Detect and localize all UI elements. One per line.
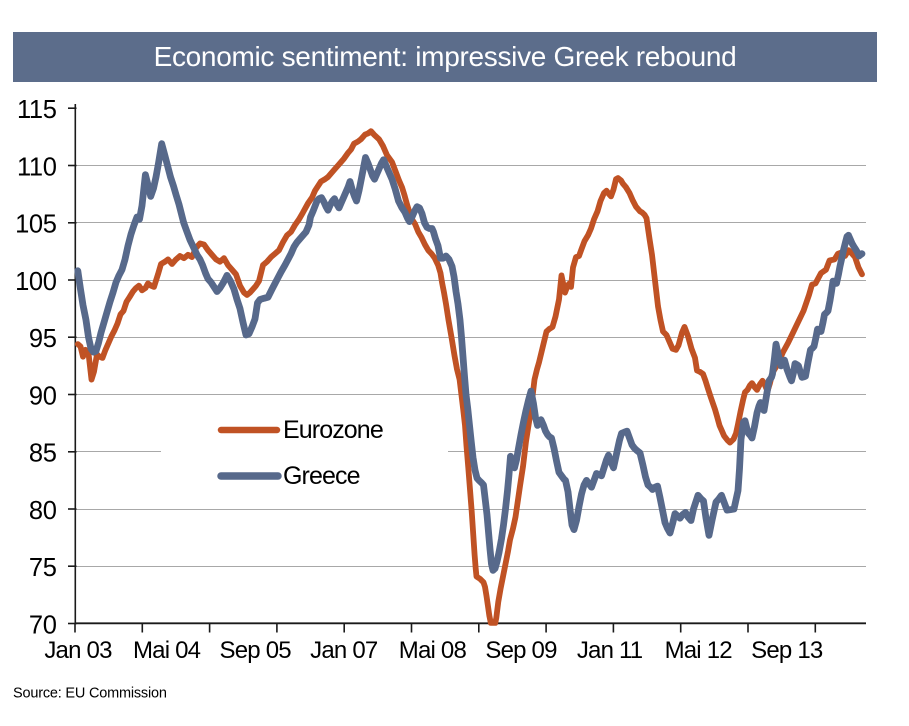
svg-text:Mai 04: Mai 04 <box>133 637 201 664</box>
svg-text:Jan 03: Jan 03 <box>44 637 112 664</box>
svg-text:Economic sentiment: impressive: Economic sentiment: impressive Greek reb… <box>154 41 737 72</box>
svg-text:75: 75 <box>29 554 57 582</box>
svg-text:Mai 08: Mai 08 <box>399 637 467 664</box>
svg-text:105: 105 <box>15 211 57 239</box>
svg-text:Sep 09: Sep 09 <box>485 637 557 664</box>
svg-text:Eurozone: Eurozone <box>283 416 383 444</box>
svg-text:Jan 11: Jan 11 <box>577 637 643 664</box>
svg-text:115: 115 <box>17 96 57 124</box>
svg-text:80: 80 <box>29 497 57 525</box>
svg-text:70: 70 <box>29 611 57 639</box>
svg-text:Jan 07: Jan 07 <box>310 637 378 664</box>
svg-text:Sep 13: Sep 13 <box>751 637 823 664</box>
svg-text:Sep 05: Sep 05 <box>220 637 292 664</box>
svg-text:85: 85 <box>29 440 57 468</box>
svg-text:100: 100 <box>15 268 57 296</box>
svg-text:110: 110 <box>17 153 57 181</box>
svg-text:Source: EU Commission: Source: EU Commission <box>13 686 167 702</box>
svg-text:Mai 12: Mai 12 <box>665 637 733 664</box>
svg-text:Greece: Greece <box>283 462 360 490</box>
svg-text:95: 95 <box>29 325 57 353</box>
svg-text:90: 90 <box>29 382 57 410</box>
